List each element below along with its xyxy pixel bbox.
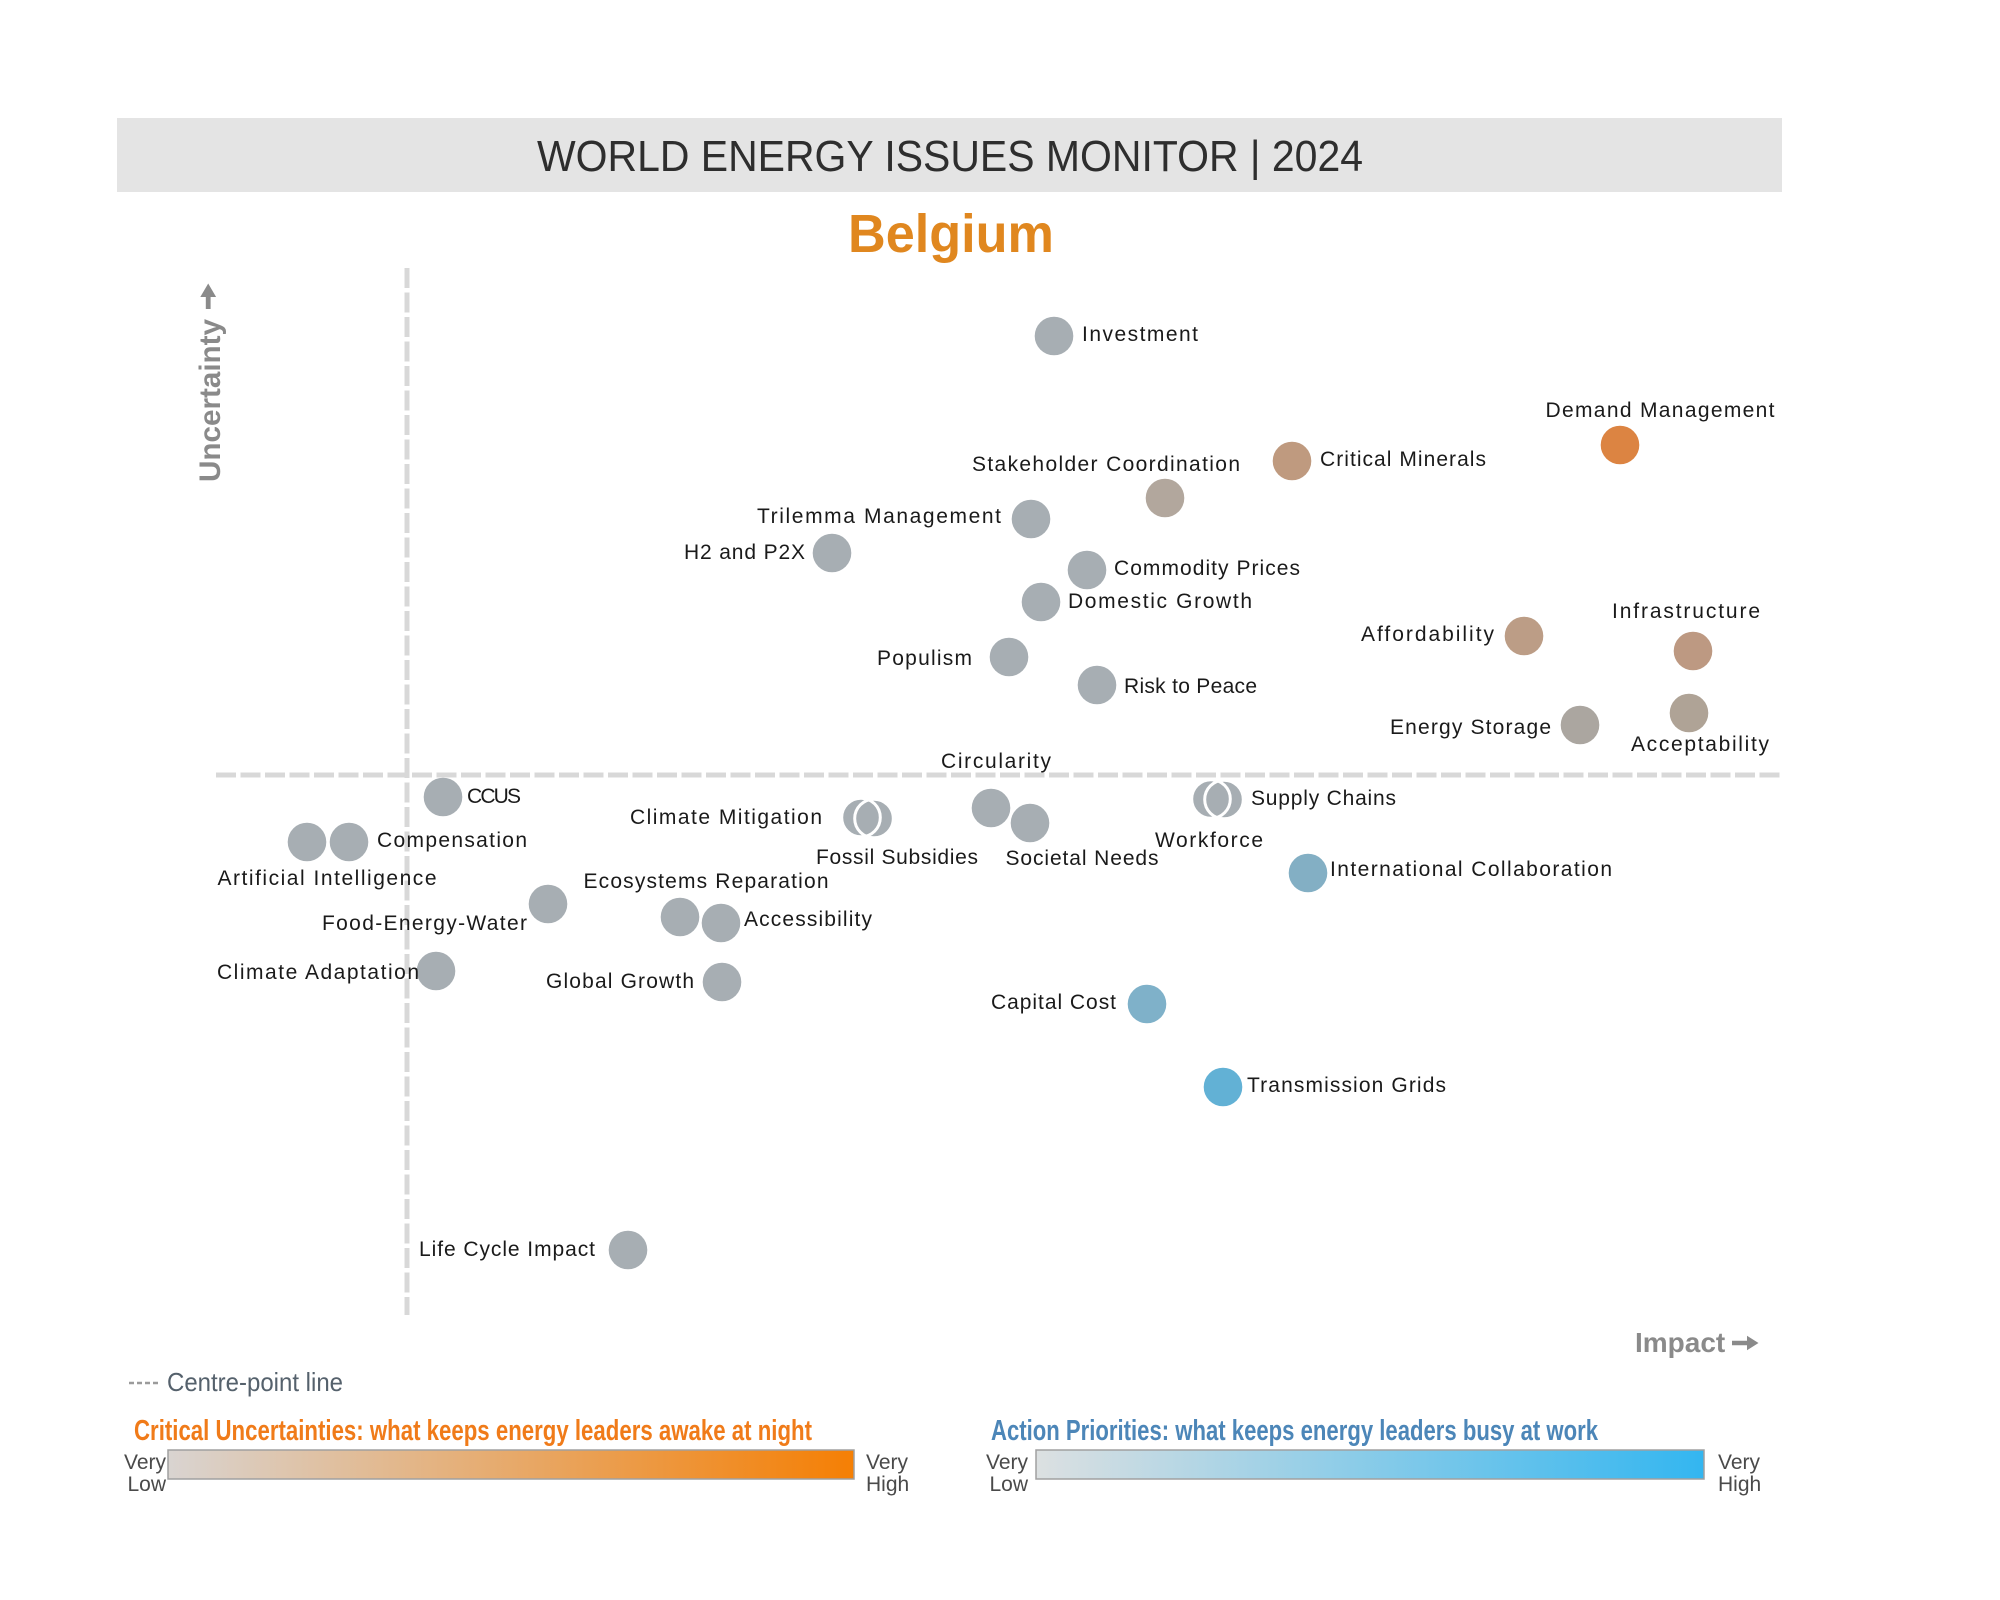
svg-text:Very: Very xyxy=(986,1451,1029,1474)
svg-text:Artificial Intelligence: Artificial Intelligence xyxy=(218,867,437,890)
svg-text:Trilemma Management: Trilemma Management xyxy=(757,505,1001,528)
svg-text:Acceptability: Acceptability xyxy=(1631,733,1770,756)
svg-text:Global Growth: Global Growth xyxy=(546,970,694,993)
svg-text:High: High xyxy=(1718,1473,1761,1496)
svg-text:Fossil Subsidies: Fossil Subsidies xyxy=(816,846,978,869)
svg-text:Energy Storage: Energy Storage xyxy=(1390,716,1551,739)
svg-text:Ecosystems Reparation: Ecosystems Reparation xyxy=(584,870,829,893)
svg-text:Commodity Prices: Commodity Prices xyxy=(1114,557,1300,580)
svg-text:Action Priorities: what keeps: Action Priorities: what keeps energy lea… xyxy=(991,1415,1599,1447)
svg-text:Centre-point line: Centre-point line xyxy=(167,1367,343,1397)
svg-text:Domestic Growth: Domestic Growth xyxy=(1068,590,1252,613)
svg-text:Circularity: Circularity xyxy=(941,750,1052,773)
svg-text:Climate Adaptation: Climate Adaptation xyxy=(217,961,419,984)
svg-text:Critical Uncertainties: what k: Critical Uncertainties: what keeps energ… xyxy=(134,1415,812,1447)
svg-text:Risk to Peace: Risk to Peace xyxy=(1124,675,1257,698)
svg-text:Demand Management: Demand Management xyxy=(1546,399,1775,422)
svg-text:High: High xyxy=(866,1473,909,1496)
svg-text:Capital Cost: Capital Cost xyxy=(991,991,1116,1014)
svg-text:Low: Low xyxy=(989,1473,1028,1496)
svg-text:Low: Low xyxy=(127,1473,166,1496)
svg-text:Accessibility: Accessibility xyxy=(744,908,873,931)
svg-text:Societal Needs: Societal Needs xyxy=(1006,847,1159,870)
svg-text:Food-Energy-Water: Food-Energy-Water xyxy=(322,912,527,935)
svg-text:Very: Very xyxy=(124,1451,167,1474)
svg-text:WORLD ENERGY ISSUES MONITOR |: WORLD ENERGY ISSUES MONITOR | 2024 xyxy=(537,132,1363,181)
svg-text:H2 and P2X: H2 and P2X xyxy=(684,541,805,564)
svg-text:Impact: Impact xyxy=(1635,1327,1725,1358)
svg-text:Compensation: Compensation xyxy=(377,829,527,852)
svg-text:Transmission Grids: Transmission Grids xyxy=(1247,1074,1446,1097)
svg-text:Supply Chains: Supply Chains xyxy=(1251,787,1396,810)
svg-text:Critical Minerals: Critical Minerals xyxy=(1320,448,1486,471)
svg-text:Infrastructure: Infrastructure xyxy=(1612,600,1760,623)
svg-text:Belgium: Belgium xyxy=(848,204,1054,264)
svg-text:Workforce: Workforce xyxy=(1155,829,1263,852)
svg-text:Very: Very xyxy=(1718,1451,1761,1474)
svg-text:International Collaboration: International Collaboration xyxy=(1330,858,1612,881)
svg-text:Investment: Investment xyxy=(1082,323,1198,346)
svg-text:CCUS: CCUS xyxy=(467,785,521,808)
svg-text:Life Cycle Impact: Life Cycle Impact xyxy=(419,1238,595,1261)
svg-text:Climate Mitigation: Climate Mitigation xyxy=(630,806,822,829)
svg-text:Populism: Populism xyxy=(877,647,972,670)
svg-text:Affordability: Affordability xyxy=(1361,623,1495,646)
svg-text:Very: Very xyxy=(866,1451,909,1474)
svg-text:Uncertainty: Uncertainty xyxy=(194,319,227,482)
svg-text:Stakeholder Coordination: Stakeholder Coordination xyxy=(972,453,1240,476)
